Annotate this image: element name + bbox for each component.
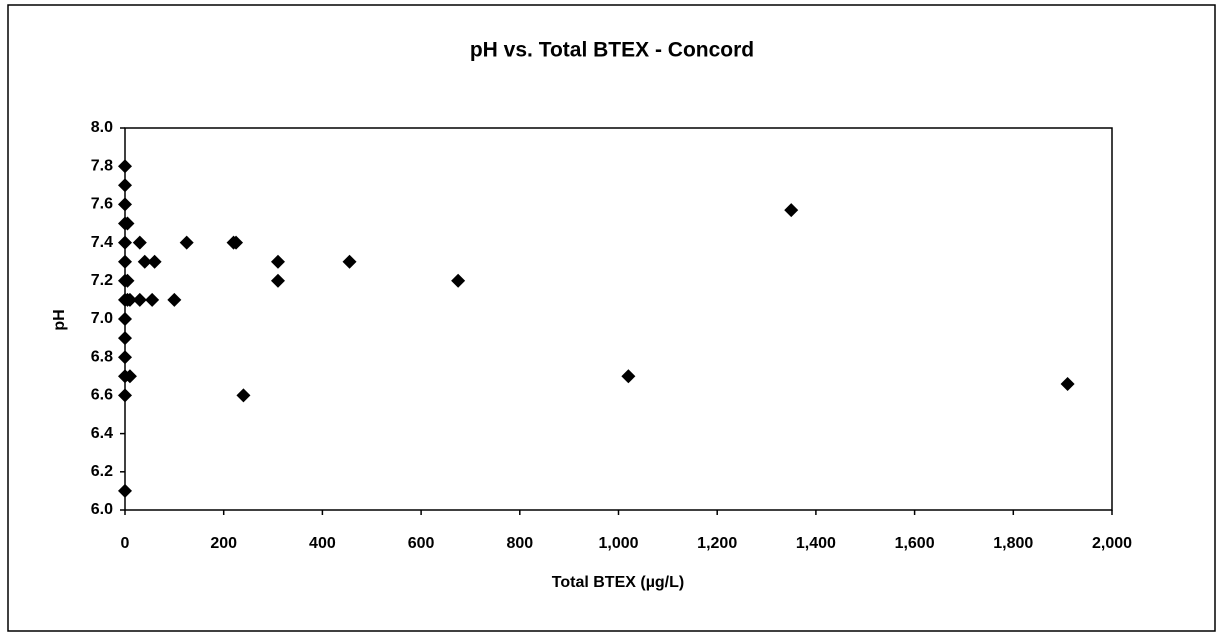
y-tick-label: 6.2 (91, 463, 113, 480)
point (118, 350, 132, 365)
y-tick-label: 7.6 (91, 196, 113, 213)
point (147, 254, 162, 269)
x-tick-label: 200 (210, 535, 237, 552)
x-tick-label: 1,000 (598, 535, 638, 552)
point (270, 254, 285, 269)
x-axis-label: Total BTEX (µg/L) (552, 574, 684, 591)
x-tick-label: 400 (309, 535, 336, 552)
x-tick-label: 1,200 (697, 535, 737, 552)
point (784, 203, 799, 218)
point (118, 331, 132, 346)
plot-area (124, 127, 1113, 511)
point (120, 273, 135, 288)
point (229, 235, 244, 250)
point (122, 292, 137, 307)
point (179, 235, 194, 250)
point (342, 254, 357, 269)
point (118, 197, 132, 212)
chart-frame (7, 4, 1216, 632)
point (621, 369, 636, 384)
point (167, 292, 182, 307)
y-tick-label: 6.0 (91, 501, 113, 518)
point (451, 273, 466, 288)
x-tick-label: 800 (506, 535, 533, 552)
point (1060, 376, 1075, 391)
point (132, 235, 147, 250)
point (118, 388, 132, 403)
x-tick-label: 1,800 (993, 535, 1033, 552)
y-tick-label: 7.4 (91, 234, 113, 251)
y-tick-label: 7.8 (91, 157, 113, 174)
point (145, 292, 160, 307)
point (118, 235, 132, 250)
y-tick-label: 8.0 (91, 119, 113, 136)
point (236, 388, 251, 403)
x-tick-label: 1,400 (796, 535, 836, 552)
x-tick-label: 2,000 (1092, 535, 1132, 552)
point (118, 159, 132, 174)
point (118, 254, 132, 269)
y-tick-label: 7.2 (91, 272, 113, 289)
y-tick-label: 6.8 (91, 348, 113, 365)
point (120, 216, 135, 231)
y-tick-label: 6.4 (91, 425, 113, 442)
point (118, 483, 132, 498)
y-tick-label: 6.6 (91, 387, 113, 404)
point (132, 292, 147, 307)
y-axis-label: pH (51, 309, 68, 330)
x-tick-label: 600 (408, 535, 435, 552)
point (137, 254, 152, 269)
point (118, 178, 132, 193)
x-tick-label: 1,600 (895, 535, 935, 552)
point (122, 369, 137, 384)
point (118, 312, 132, 326)
chart-title: pH vs. Total BTEX - Concord (470, 39, 754, 62)
point (270, 273, 285, 288)
y-tick-label: 7.0 (91, 310, 113, 327)
x-tick-label: 0 (121, 535, 130, 552)
